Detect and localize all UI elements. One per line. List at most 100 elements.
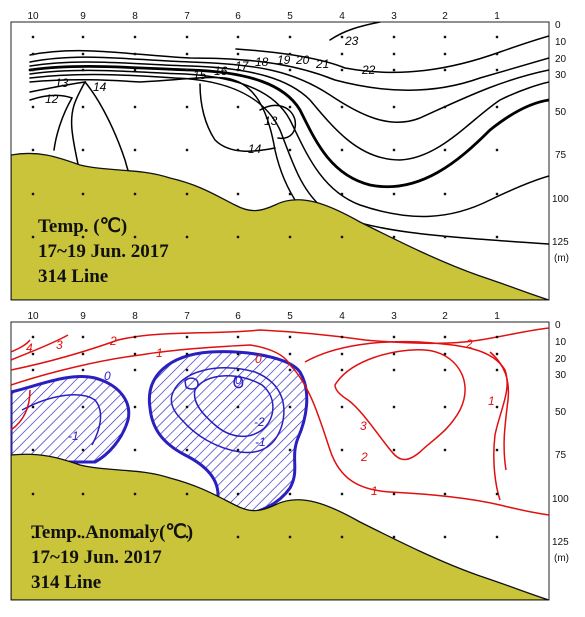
- sample-point: [185, 335, 189, 339]
- sample-point: [31, 68, 35, 72]
- sample-point: [133, 235, 137, 239]
- depth-label: 75: [555, 150, 567, 161]
- station-label: 3: [391, 311, 397, 322]
- sample-point: [443, 235, 447, 239]
- sample-point: [340, 352, 344, 356]
- sample-point: [236, 352, 240, 356]
- sample-point: [185, 68, 189, 72]
- sample-point: [185, 148, 189, 152]
- sample-point: [133, 368, 137, 372]
- sample-point: [236, 35, 240, 39]
- contour-22: [235, 35, 549, 74]
- sample-point: [288, 368, 292, 372]
- depth-label: 0: [555, 320, 561, 331]
- sample-point: [392, 148, 396, 152]
- contour-0-loop-east: [233, 375, 244, 389]
- sample-point: [31, 368, 35, 372]
- sample-point: [495, 52, 499, 56]
- station-label: 1: [494, 11, 500, 22]
- contour-label: 2: [360, 450, 368, 464]
- sample-point: [340, 68, 344, 72]
- contour-12: [29, 94, 74, 151]
- contour-label: 3: [56, 338, 63, 352]
- sample-point: [185, 405, 189, 409]
- depth-label: 20: [555, 54, 567, 65]
- sample-point: [392, 368, 396, 372]
- sample-point: [288, 35, 292, 39]
- contour-label: 12: [45, 92, 59, 106]
- station-label: 5: [287, 11, 293, 22]
- seabed-topography: [11, 152, 549, 300]
- sample-point: [495, 68, 499, 72]
- sample-point: [443, 68, 447, 72]
- contour-label: 16: [214, 64, 228, 78]
- sample-point: [392, 405, 396, 409]
- depth-label: 100: [552, 494, 569, 505]
- sample-point: [340, 448, 344, 452]
- sample-point: [81, 352, 85, 356]
- contour-label: 4: [26, 341, 33, 355]
- sample-point: [495, 35, 499, 39]
- sample-point: [495, 535, 499, 539]
- sample-point: [392, 335, 396, 339]
- sample-point: [236, 192, 240, 196]
- sample-point: [133, 335, 137, 339]
- sample-point: [340, 368, 344, 372]
- sample-point: [81, 148, 85, 152]
- temperature-contour-labels: 23 22 21 20 19 18 17 16 15 14 14 13 13 1…: [45, 34, 376, 156]
- contour-21: [29, 49, 549, 91]
- sample-point: [288, 52, 292, 56]
- contour-label: 13: [55, 76, 69, 90]
- contour-plus-3: [11, 334, 69, 361]
- temperature-contours: [28, 22, 549, 245]
- sample-point: [31, 148, 35, 152]
- contour-plus-1: [11, 344, 549, 516]
- sample-point: [81, 492, 85, 496]
- sample-point: [340, 35, 344, 39]
- positive-anomaly-contours: [11, 327, 549, 516]
- sample-point: [236, 235, 240, 239]
- contour-label: 19: [277, 53, 291, 67]
- contour-label: -2: [254, 415, 265, 429]
- sample-point: [236, 368, 240, 372]
- contour-0-loop-west: [184, 377, 199, 390]
- sample-point: [81, 368, 85, 372]
- station-label: 3: [391, 11, 397, 22]
- sample-point: [288, 148, 292, 152]
- sample-point: [81, 335, 85, 339]
- sample-point: [288, 68, 292, 72]
- sample-point: [81, 535, 85, 539]
- station-label: 8: [132, 311, 138, 322]
- negative-anomaly-region-west: [11, 374, 131, 464]
- contour-13-west: [29, 81, 87, 186]
- sample-point: [31, 352, 35, 356]
- sample-point: [392, 192, 396, 196]
- contour-label: 0: [235, 373, 242, 387]
- sample-point: [443, 105, 447, 109]
- depth-label: 20: [555, 354, 567, 365]
- sample-point: [340, 148, 344, 152]
- contour-label: 1: [488, 394, 495, 408]
- contour-label: 13: [264, 114, 278, 128]
- sample-point: [443, 352, 447, 356]
- sample-point: [31, 405, 35, 409]
- sample-point: [288, 492, 292, 496]
- sample-point: [288, 405, 292, 409]
- station-label: 7: [184, 11, 190, 22]
- sample-point: [443, 35, 447, 39]
- sample-point: [133, 148, 137, 152]
- sample-point: [443, 52, 447, 56]
- contour-label: 1: [371, 484, 378, 498]
- station-label: 8: [132, 11, 138, 22]
- sample-point: [495, 448, 499, 452]
- contour-label: 2: [109, 334, 117, 348]
- sample-point: [288, 535, 292, 539]
- sample-point: [133, 352, 137, 356]
- sample-point: [81, 235, 85, 239]
- sample-point: [31, 52, 35, 56]
- contour-label: 14: [93, 80, 107, 94]
- sample-point: [236, 492, 240, 496]
- station-label: 9: [80, 311, 86, 322]
- sample-point: [392, 52, 396, 56]
- sample-point: [185, 448, 189, 452]
